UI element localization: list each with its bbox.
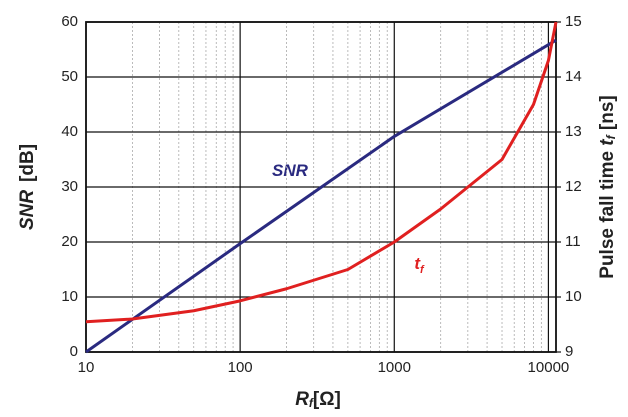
line-series (85, 38, 557, 354)
annotation-tf: tf (414, 254, 425, 275)
y2-tick-label: 14 (565, 68, 582, 85)
y2-tick-label: 10 (565, 288, 582, 305)
y-tick-label: 20 (61, 233, 78, 250)
x-tick-label: 10 (78, 359, 95, 376)
y2-tick-label: 15 (565, 13, 582, 30)
y2-tick-label: 9 (565, 343, 573, 360)
y2-tick-label: 12 (565, 178, 582, 195)
y2-tick-label: 11 (565, 233, 581, 250)
y-axis-label: SNR[dB] (17, 144, 38, 230)
x-tick-label: 1000 (378, 359, 411, 376)
y2-tick-label: 13 (565, 123, 582, 140)
y-tick-label: 30 (61, 178, 78, 195)
line-series (85, 21, 558, 324)
y-tick-label: 60 (61, 13, 78, 30)
x-axis-label: Rf[Ω] (295, 389, 341, 410)
plot-frame (85, 21, 557, 353)
y-tick-label: 10 (61, 288, 78, 305)
x-tick-label: 100 (228, 359, 253, 376)
y-tick-label: 40 (61, 123, 78, 140)
x-tick-label: 10000 (528, 359, 570, 376)
annotation-snr: SNR (272, 161, 309, 180)
y-tick-label: 0 (70, 343, 78, 360)
y-tick-label: 50 (61, 68, 78, 85)
y2-axis-label: Pulse fall time tf [ns] (597, 95, 618, 278)
